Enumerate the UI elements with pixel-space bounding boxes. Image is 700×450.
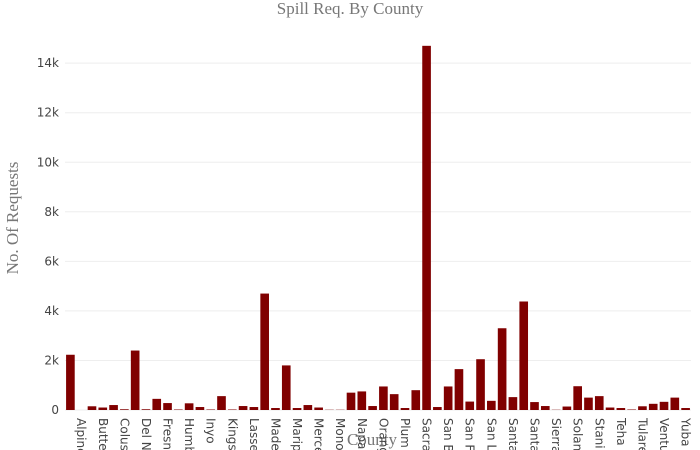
x-tick-label: Sierra (549, 418, 563, 450)
y-tick-label: 12k (37, 106, 59, 120)
x-tick-label: Lasse (247, 418, 261, 450)
x-tick-label: Colus (117, 418, 131, 450)
bar (98, 407, 108, 410)
bar (465, 401, 475, 410)
bar (271, 408, 280, 410)
bar (497, 328, 507, 410)
x-tick-label: Yuba (679, 417, 693, 447)
bar (249, 407, 259, 410)
bar (443, 386, 453, 410)
bar (573, 386, 582, 410)
bar (411, 390, 421, 410)
x-axis-title: County (347, 430, 398, 449)
bar (314, 407, 323, 410)
bar (130, 350, 140, 410)
bar (670, 397, 680, 410)
x-tick-label: Made (268, 418, 282, 450)
bar (584, 397, 593, 410)
bar (487, 400, 496, 410)
x-tick-label: Fresn (161, 418, 175, 450)
x-tick-label: Stani (592, 418, 606, 449)
bar (508, 397, 518, 410)
bar (454, 369, 464, 410)
bar (217, 396, 226, 410)
bar (357, 391, 367, 410)
x-tick-label: Humb (182, 418, 196, 450)
x-tick-label: Inyo (204, 418, 218, 444)
bar (66, 354, 75, 410)
bar (540, 406, 550, 410)
bar (648, 403, 658, 410)
x-tick-label: Solan (571, 418, 585, 450)
x-tick-label: San F (463, 418, 477, 450)
bar (303, 405, 313, 410)
bar (195, 407, 205, 410)
x-tick-label: Sacra (420, 418, 434, 450)
bar (120, 409, 129, 410)
x-tick-label: Ventu (657, 418, 671, 450)
bar (530, 402, 539, 410)
bar (87, 406, 97, 410)
x-tick-label: Teha (614, 417, 628, 446)
x-tick-label: Napa (355, 418, 369, 449)
bar (109, 405, 118, 410)
bar (433, 407, 442, 410)
y-tick-label: 6k (44, 254, 59, 268)
y-tick-label: 8k (44, 205, 59, 219)
chart-title: Spill Req. By County (277, 0, 424, 18)
x-tick-label: Tulare (635, 417, 649, 450)
bar (594, 396, 604, 410)
bar (163, 403, 172, 410)
bar (638, 406, 647, 410)
x-tick-label: Mono (333, 418, 347, 450)
y-axis-title: No. Of Requests (3, 162, 22, 275)
x-tick-label: Santa (506, 418, 520, 450)
y-tick-label: 4k (44, 304, 59, 318)
x-tick-label: Plum (398, 418, 412, 448)
bar (519, 301, 529, 410)
bar (389, 394, 399, 410)
bar (238, 406, 248, 410)
x-tick-label: Merce (312, 418, 326, 450)
bar (260, 293, 269, 410)
y-tick-label: 14k (37, 56, 59, 70)
bar (400, 408, 410, 410)
x-tick-label: Butte (96, 418, 110, 450)
x-tick-label: Alpine (74, 418, 88, 450)
y-tick-label: 10k (37, 155, 59, 169)
bar (281, 365, 291, 410)
x-tick-label: San B (441, 418, 455, 450)
bar (379, 386, 388, 410)
x-tick-label: Santa (528, 418, 542, 450)
bar (562, 406, 572, 410)
x-tick-label: Kings (225, 418, 239, 450)
bar (292, 408, 302, 410)
x-tick-label: Marip (290, 418, 304, 450)
y-tick-label: 0 (51, 403, 59, 417)
bar (152, 398, 162, 410)
bar (346, 392, 356, 410)
bar (605, 407, 615, 410)
bar (616, 408, 626, 410)
x-tick-label: Del N (139, 418, 153, 450)
bar (141, 409, 151, 410)
y-tick-label: 2k (44, 353, 59, 367)
bar (681, 408, 690, 410)
bar (659, 401, 669, 410)
bar (476, 359, 485, 410)
bar (184, 403, 194, 410)
bar (368, 406, 377, 410)
x-tick-label: San L (484, 418, 498, 450)
bar (422, 45, 431, 410)
x-tick-label: Orang (376, 418, 390, 450)
